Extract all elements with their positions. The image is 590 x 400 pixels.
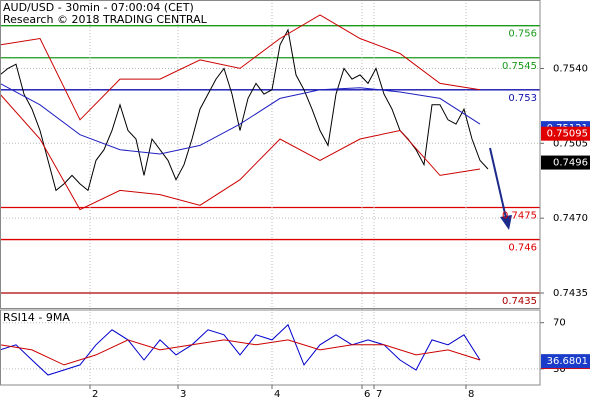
grid-layer <box>0 0 544 389</box>
series-line <box>0 82 481 155</box>
x-tick-label: 6 <box>364 389 370 400</box>
x-tick-label: 8 <box>468 389 474 400</box>
y-tick-label: 30 <box>553 364 566 375</box>
forecast-arrow <box>489 147 507 219</box>
price-marker <box>541 155 590 170</box>
rsi-frame <box>0 309 541 386</box>
price-frame <box>0 0 541 309</box>
series-line <box>0 14 481 121</box>
y-tick-label: 70 <box>553 318 566 329</box>
price-marker-label: 0.7496 <box>553 158 588 169</box>
forecast-arrowhead <box>500 215 512 230</box>
level-label: 0.7435 <box>502 296 537 307</box>
price-marker-label: 0.75095 <box>547 129 588 140</box>
x-tick-label: 3 <box>180 389 186 400</box>
price-marker <box>541 354 590 369</box>
price-marker <box>541 126 590 141</box>
x-tick-label: 7 <box>376 389 382 400</box>
mark-layer <box>0 14 489 376</box>
chart-subtitle: Research © 2018 TRADING CENTRAL <box>3 13 208 26</box>
series-line <box>0 93 481 211</box>
chart-title: AUD/USD - 30min - 07:00:04 (CET) <box>3 1 194 14</box>
x-tick-label: 2 <box>92 389 98 400</box>
level-label: 0.7545 <box>502 61 537 72</box>
y-tick-label: 0.7470 <box>553 213 588 224</box>
label-layer: 0.7540 0.7505 0.7470 0.7435 0.756 0.7545 0.753… <box>92 29 590 400</box>
y-tick-label: 0.7505 <box>553 138 588 149</box>
y-tick-label: 0.7435 <box>553 288 588 299</box>
price-marker-label: 36.6801 <box>547 356 588 367</box>
series-line <box>0 339 481 366</box>
level-label: 0.7475 <box>502 210 537 221</box>
y-tick-label: 0.7540 <box>553 63 588 74</box>
level-label: 0.753 <box>508 93 537 104</box>
rsi-title: RSI14 - 9MA <box>3 311 70 324</box>
series-line <box>0 323 481 376</box>
level-label: 0.746 <box>508 243 537 254</box>
x-tick-label: 4 <box>274 389 280 400</box>
level-label: 0.756 <box>508 29 537 40</box>
